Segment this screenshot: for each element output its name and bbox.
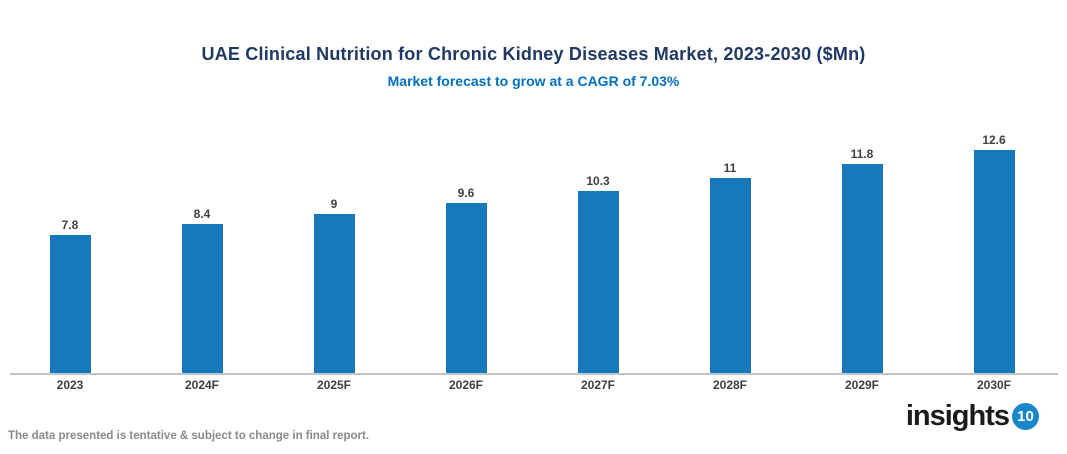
insights10-logo: insights 10 [906, 402, 1039, 431]
bar-value-label: 10.3 [586, 173, 610, 188]
bar-group: 12.6 [928, 125, 1060, 373]
bar [313, 213, 355, 373]
bar-group: 8.4 [136, 125, 268, 373]
bar [445, 202, 487, 373]
x-axis-label: 2026F [448, 378, 484, 392]
chart-title: UAE Clinical Nutrition for Chronic Kidne… [201, 44, 866, 64]
bar-value-label: 12.6 [982, 132, 1006, 147]
bar [841, 163, 883, 373]
x-axis-label: 2029F [844, 378, 880, 392]
x-axis-label: 2025F [316, 378, 352, 392]
x-axis-labels-row: 2023 2024F 2025F 2026F 2027F 2028F 2029F 2030F [4, 378, 1060, 392]
bar [973, 149, 1015, 373]
bar [709, 178, 751, 373]
bar [181, 224, 223, 373]
chart-subtitle: Market forecast to grow at a CAGR of 7.0… [387, 73, 680, 89]
logo-badge-icon: 10 [1012, 403, 1039, 430]
bar [577, 190, 619, 373]
x-axis-label: 2023 [56, 378, 84, 392]
bar-value-label: 11.8 [850, 146, 874, 161]
bar-group: 11.8 [796, 125, 928, 373]
bar-group: 9.6 [400, 125, 532, 373]
bar-group: 9 [268, 125, 400, 373]
bar-value-label: 9.6 [457, 185, 475, 200]
disclaimer-text: The data presented is tentative & subjec… [8, 430, 370, 442]
logo-wordmark: insights [905, 400, 1010, 432]
bars-row: 7.8 8.4 9 9.6 10.3 11 11.8 12.6 [4, 125, 1060, 373]
x-axis-line [10, 373, 1058, 375]
bar-group: 11 [664, 125, 796, 373]
bar-value-label: 8.4 [193, 207, 211, 222]
x-axis-label: 2028F [712, 378, 748, 392]
bar [49, 234, 91, 373]
bar-group: 10.3 [532, 125, 664, 373]
bar-value-label: 9 [330, 196, 338, 211]
bar-value-label: 11 [723, 161, 737, 176]
x-axis-label: 2027F [580, 378, 616, 392]
x-axis-label: 2024F [184, 378, 220, 392]
x-axis-label: 2030F [976, 378, 1012, 392]
bar-group: 7.8 [4, 125, 136, 373]
bar-value-label: 7.8 [61, 217, 79, 232]
